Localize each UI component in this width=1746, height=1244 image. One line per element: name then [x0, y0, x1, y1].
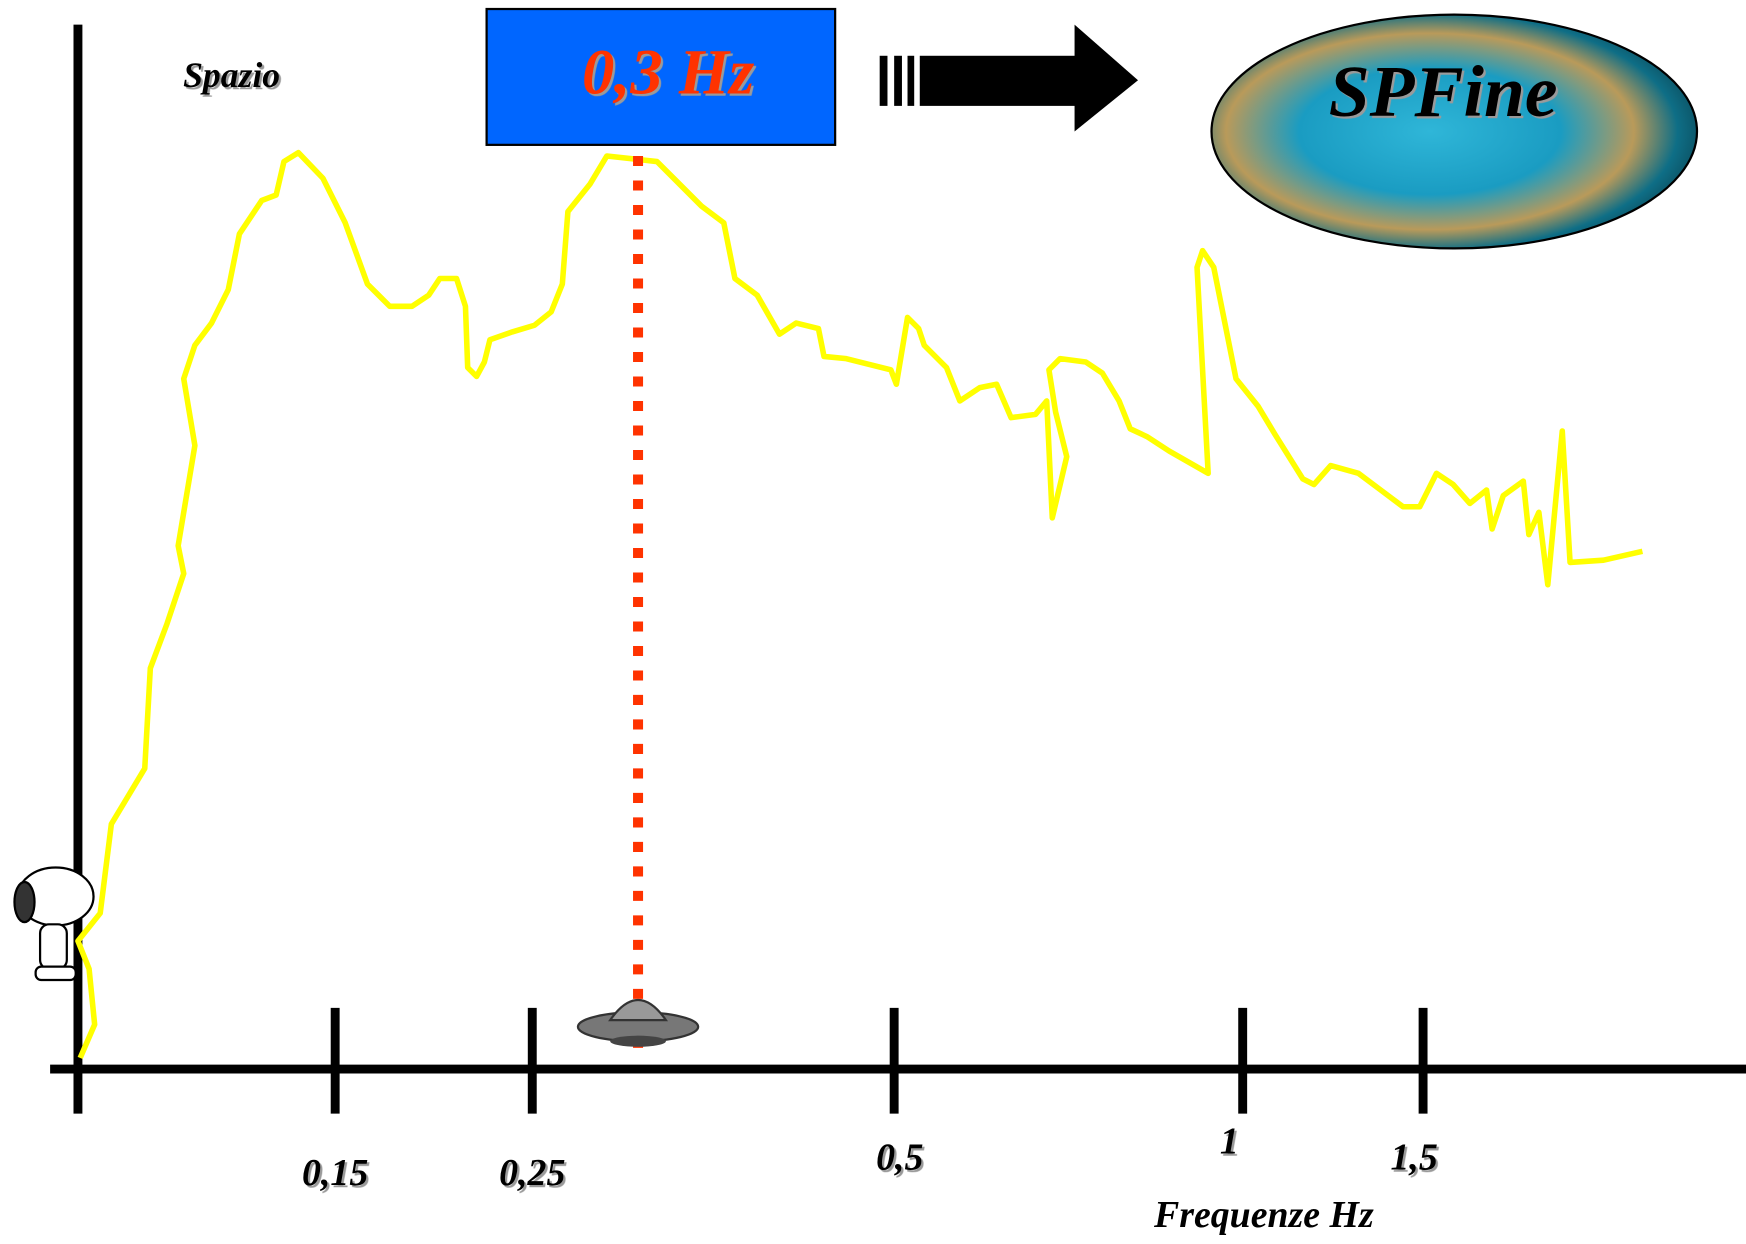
logo-text: SPFine — [1329, 51, 1558, 132]
x-ticks — [330, 1007, 1428, 1114]
x-tick-label: 1 — [1220, 1121, 1239, 1163]
arrow — [879, 24, 1139, 132]
logo-globe — [1210, 13, 1699, 250]
dog-figure — [13, 866, 95, 982]
y-axis-label: Spazio — [183, 55, 280, 95]
x-tick-label: 0,5 — [876, 1136, 923, 1178]
ufo — [576, 998, 700, 1047]
x-tick-label: 0,15 — [302, 1152, 368, 1194]
spectrum-curve — [75, 149, 1644, 1060]
x-axis-label: Frequenze Hz — [1153, 1194, 1374, 1236]
x-tick-label: 0,25 — [499, 1152, 565, 1194]
x-tick-label: 1,5 — [1391, 1136, 1438, 1178]
highlight-label: 0,3 Hz — [582, 36, 754, 108]
highlight-box — [485, 7, 837, 146]
